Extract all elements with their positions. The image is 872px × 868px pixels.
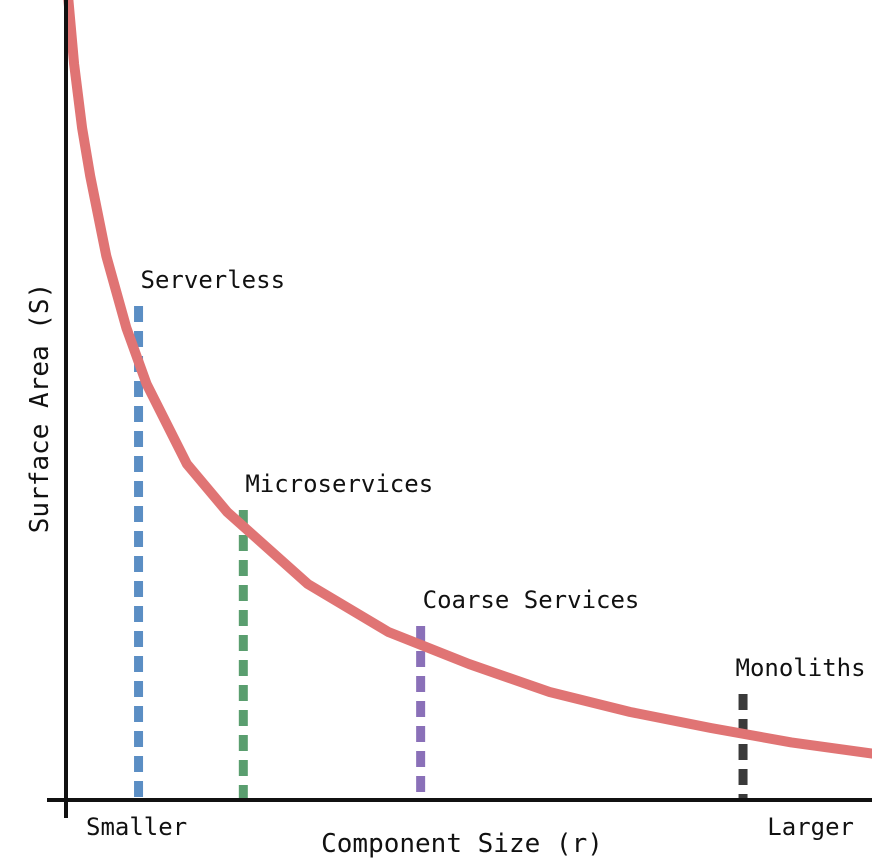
coarse-services-label: Coarse Services [423,586,640,614]
chart-marks: Serverless Microservices Coarse Services Mo… [63,0,872,800]
x-tick-label-larger: Larger [767,813,854,841]
x-tick-label-smaller: Smaller [86,813,187,841]
curve-series-0 [63,0,872,759]
microservices-label: Microservices [245,470,433,498]
y-axis-title: Surface Area (S) [25,283,55,533]
x-axis-title: Component Size (r) [321,829,603,859]
monoliths-label: Monoliths [736,654,866,682]
serverless-label: Serverless [141,266,285,294]
